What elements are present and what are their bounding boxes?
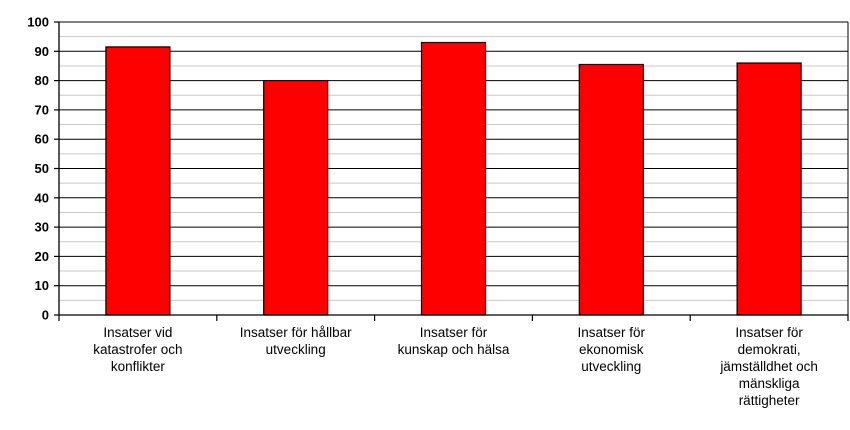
bar	[105, 46, 171, 316]
x-category-label: Insatser för hållbar utveckling	[240, 325, 352, 357]
y-tick-label: 50	[35, 161, 49, 176]
y-tick-label: 60	[35, 132, 49, 147]
y-tick-labels: 0 10 20 30 40 50 60 70 80 90 100	[27, 15, 49, 323]
bar	[263, 79, 329, 316]
x-category-label: Insatser vid katastrofer och konflikter	[93, 325, 182, 374]
y-tick-label: 90	[35, 44, 49, 59]
y-tick-label: 40	[35, 190, 49, 205]
y-tick-label: 70	[35, 102, 49, 117]
bar	[736, 62, 802, 316]
bars	[105, 41, 802, 316]
y-tick-label: 30	[35, 220, 49, 235]
y-tick-label: 20	[35, 249, 49, 264]
bar	[420, 41, 487, 316]
y-tick-label: 100	[27, 15, 49, 30]
x-category-label: Insatser för kunskap och hälsa	[398, 325, 510, 357]
x-category-labels: Insatser vid katastrofer och konflikter Ins…	[93, 325, 818, 408]
bar	[578, 63, 644, 316]
y-tick-label: 10	[35, 278, 49, 293]
y-tick-label: 80	[35, 73, 49, 88]
axes	[54, 21, 849, 321]
y-tick-label: 0	[42, 308, 49, 323]
x-category-label: Insatser för demokrati, jämställdhet och mä…	[719, 325, 818, 408]
x-category-label: Insatser för ekonomisk utveckling	[578, 325, 646, 374]
